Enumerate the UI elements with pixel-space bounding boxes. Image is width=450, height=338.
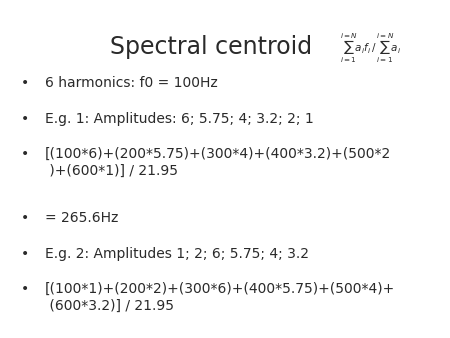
Text: $\sum_{i=1}^{i=N}\!a_i f_i\,/\,\sum_{i=1}^{i=N}\!a_i$: $\sum_{i=1}^{i=N}\!a_i f_i\,/\,\sum_{i=1… <box>340 32 401 65</box>
Text: [(100*6)+(200*5.75)+(300*4)+(400*3.2)+(500*2
 )+(600*1)] / 21.95: [(100*6)+(200*5.75)+(300*4)+(400*3.2)+(5… <box>45 147 391 178</box>
Text: E.g. 1: Amplitudes: 6; 5.75; 4; 3.2; 2; 1: E.g. 1: Amplitudes: 6; 5.75; 4; 3.2; 2; … <box>45 112 314 125</box>
Text: E.g. 2: Amplitudes 1; 2; 6; 5.75; 4; 3.2: E.g. 2: Amplitudes 1; 2; 6; 5.75; 4; 3.2 <box>45 247 309 261</box>
Text: •: • <box>21 112 29 125</box>
Text: 6 harmonics: f0 = 100Hz: 6 harmonics: f0 = 100Hz <box>45 76 218 90</box>
Text: •: • <box>21 211 29 225</box>
Text: •: • <box>21 147 29 161</box>
Text: •: • <box>21 247 29 261</box>
Text: [(100*1)+(200*2)+(300*6)+(400*5.75)+(500*4)+
 (600*3.2)] / 21.95: [(100*1)+(200*2)+(300*6)+(400*5.75)+(500… <box>45 282 395 313</box>
Text: •: • <box>21 76 29 90</box>
Text: •: • <box>21 282 29 296</box>
Text: Spectral centroid: Spectral centroid <box>110 35 313 59</box>
Text: = 265.6Hz: = 265.6Hz <box>45 211 118 225</box>
